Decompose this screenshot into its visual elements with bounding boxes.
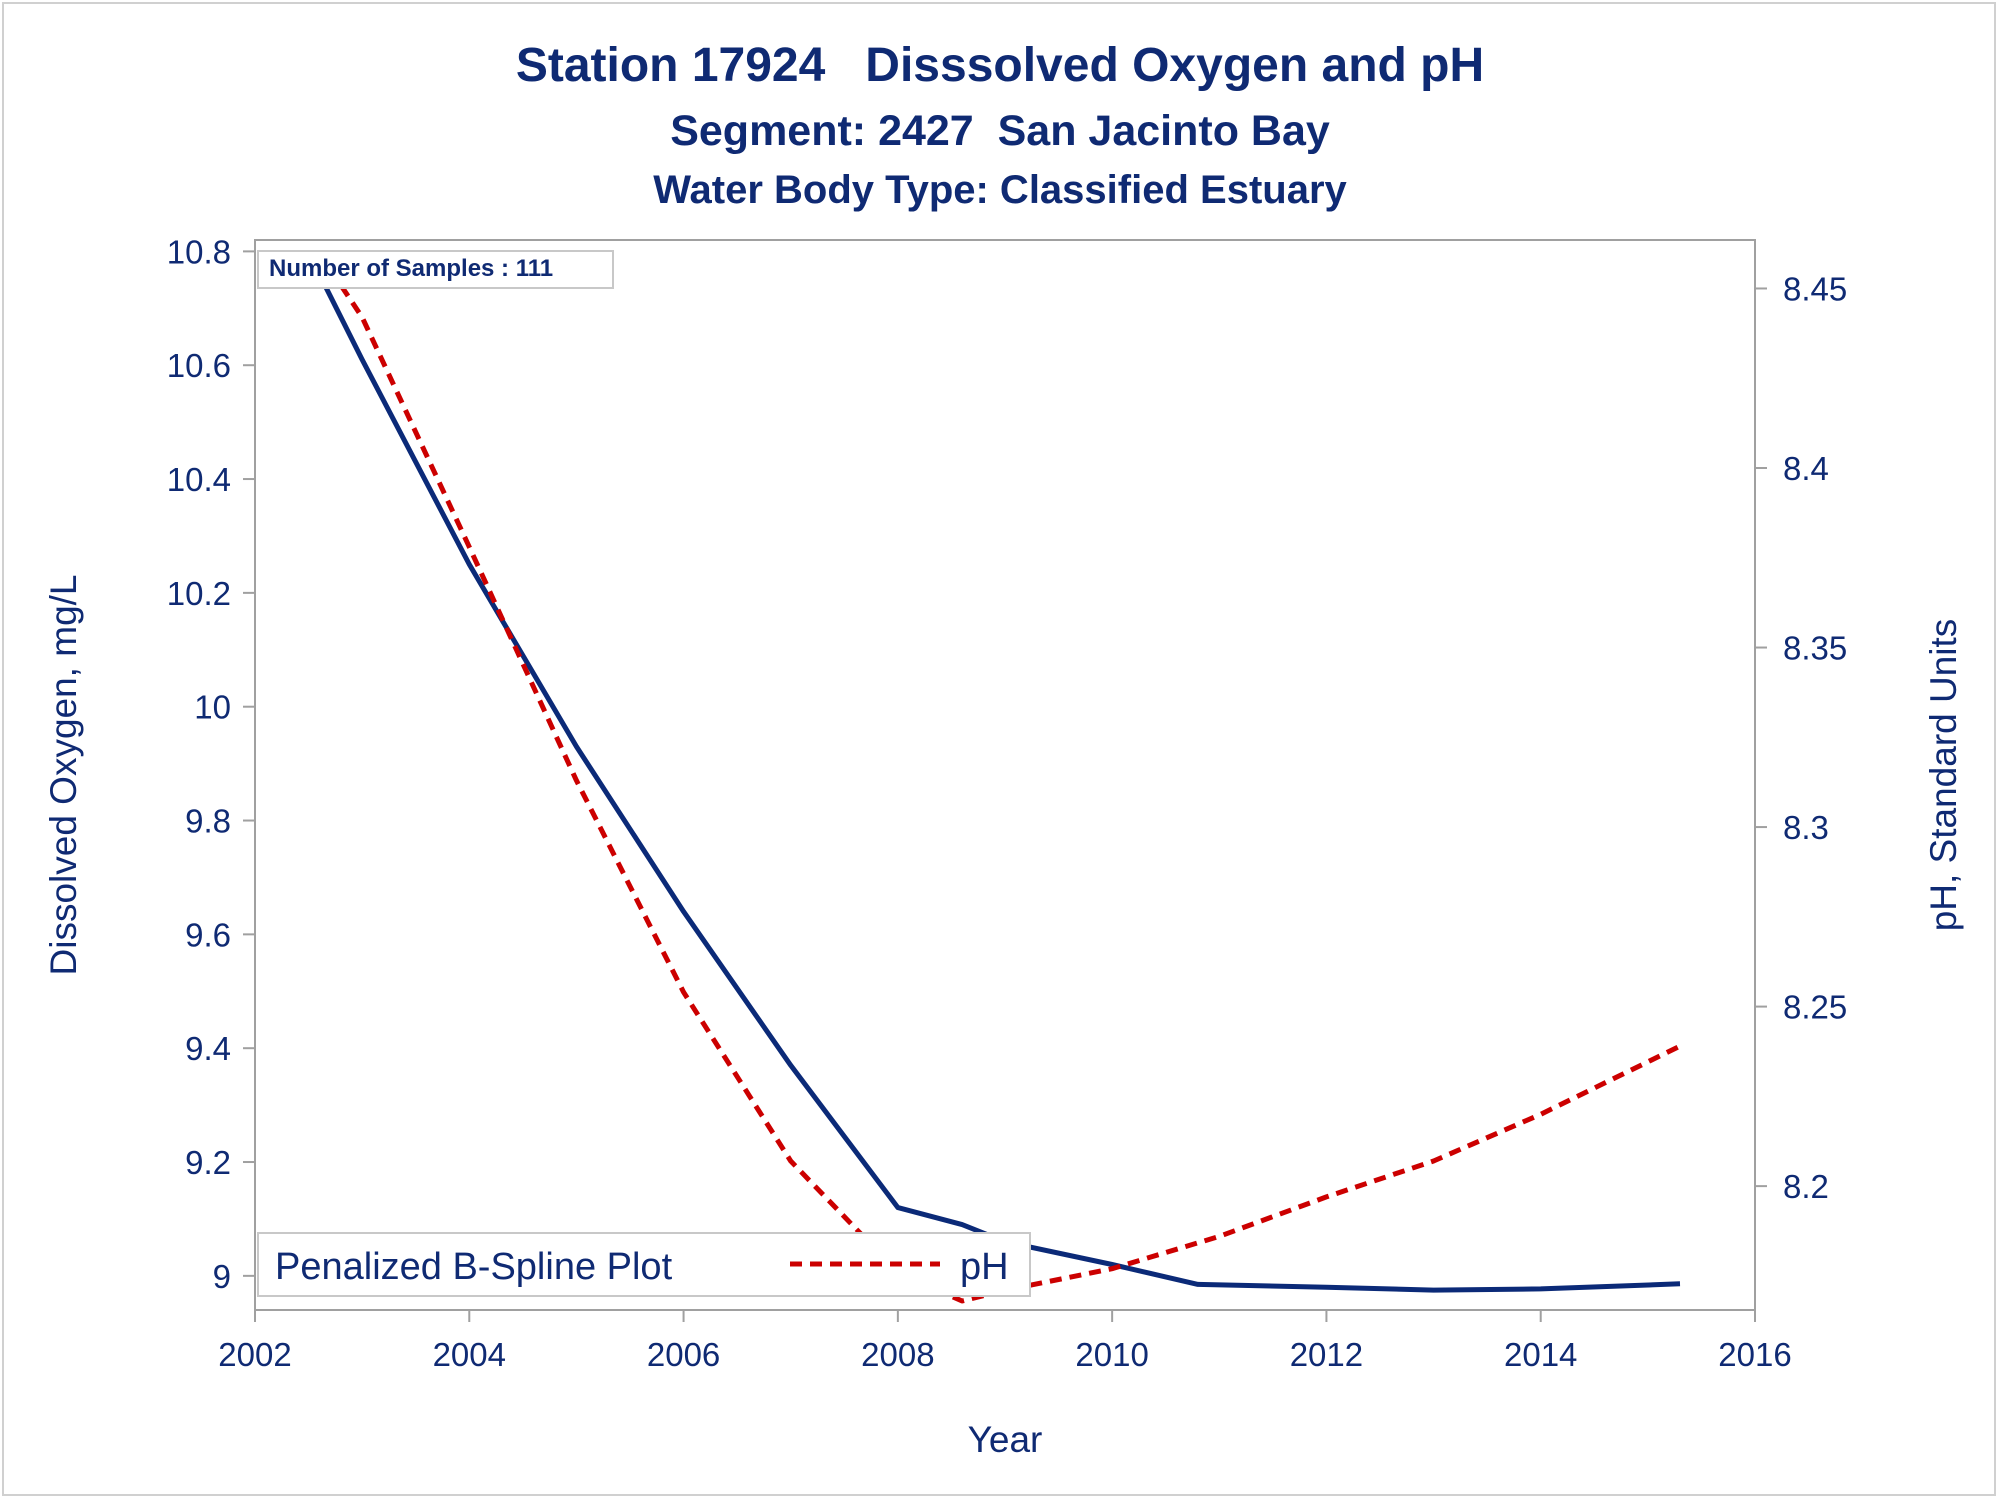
x-tick-label: 2016 — [1718, 1336, 1791, 1373]
x-tick-label: 2006 — [647, 1336, 720, 1373]
y-right-tick-label: 8.45 — [1783, 270, 1847, 307]
legend-label-ph: pH — [960, 1246, 1009, 1288]
y-left-tick-label: 9.4 — [185, 1030, 231, 1067]
x-tick-label: 2004 — [433, 1336, 506, 1373]
y-left-tick-label: 10.4 — [167, 461, 231, 498]
x-tick-label: 2012 — [1290, 1336, 1363, 1373]
y-axis-left-title: Dissolved Oxygen, mg/L — [43, 574, 84, 975]
sample-count-inset: Number of Samples : 111 — [257, 250, 614, 289]
y-right-tick-label: 8.25 — [1783, 989, 1847, 1026]
x-tick-label: 2014 — [1504, 1336, 1577, 1373]
y-right-tick-label: 8.3 — [1783, 809, 1829, 846]
y-axis-right-title: pH, Standard Units — [1923, 619, 1964, 932]
y-right-tick-label: 8.2 — [1783, 1168, 1829, 1205]
y-left-tick-label: 10.2 — [167, 575, 231, 612]
y-left-tick-label: 9.2 — [185, 1144, 231, 1181]
y-axis-right: 8.2 8.25 8.3 8.35 8.4 8.45 — [1755, 270, 1847, 1205]
legend: Penalized B-Spline Plot pH — [257, 1232, 1031, 1297]
sample-count-text: Number of Samples : 111 — [269, 255, 553, 282]
plot-area — [254, 239, 1756, 1311]
chart-title: Station 17924 Disssolved Oxygen and pH — [515, 39, 1485, 92]
legend-title: Penalized B-Spline Plot — [275, 1246, 673, 1288]
series-layer — [317, 251, 1682, 1304]
y-left-tick-label: 9.6 — [185, 916, 231, 953]
y-left-tick-label: 10 — [194, 689, 231, 726]
dissolved-oxygen-series-line — [317, 272, 1681, 1293]
y-left-tick-label: 9 — [213, 1258, 231, 1295]
x-axis: 2002 2004 2006 2008 2010 2012 2014 2016 — [218, 1309, 1792, 1373]
chart-subtitle-waterbody: Water Body Type: Classified Estuary — [653, 168, 1347, 212]
ph-series-line — [317, 251, 1682, 1304]
y-left-tick-label: 10.6 — [167, 347, 231, 384]
x-tick-label: 2008 — [861, 1336, 934, 1373]
x-tick-label: 2002 — [218, 1336, 291, 1373]
y-right-tick-label: 8.35 — [1783, 630, 1847, 667]
chart-subtitle-segment: Segment: 2427 San Jacinto Bay — [670, 107, 1330, 155]
y-axis-left: 9 9.2 9.4 9.6 9.8 10 10.2 10.4 10.6 10.8 — [167, 233, 255, 1295]
y-left-tick-label: 10.8 — [167, 233, 231, 270]
x-tick-label: 2010 — [1075, 1336, 1148, 1373]
x-axis-title: Year — [968, 1419, 1043, 1460]
y-right-tick-label: 8.4 — [1783, 450, 1829, 487]
y-left-tick-label: 9.8 — [185, 803, 231, 840]
